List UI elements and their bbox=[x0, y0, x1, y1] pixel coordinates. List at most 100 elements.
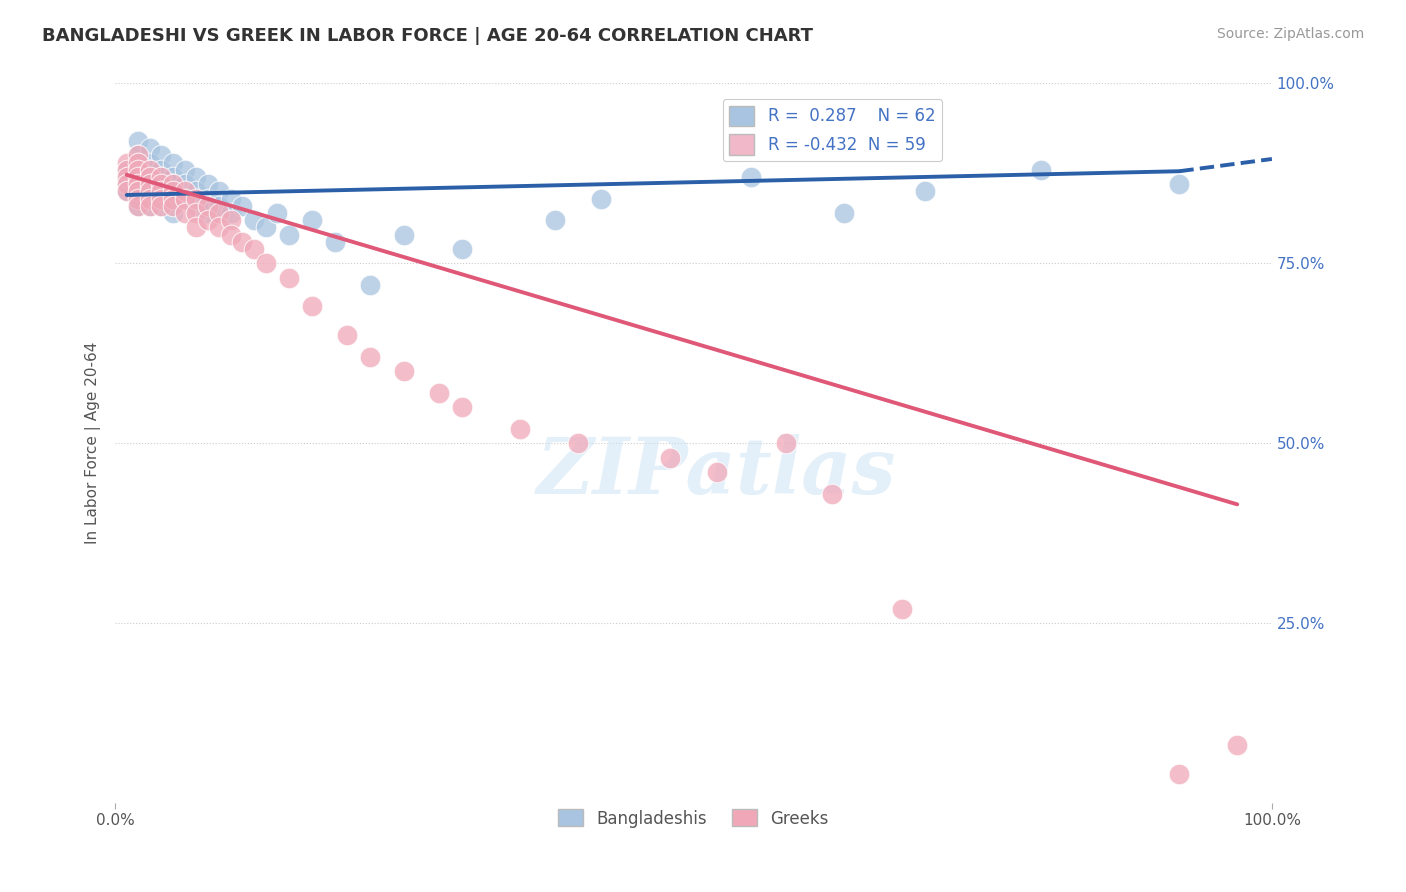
Point bbox=[277, 227, 299, 242]
Point bbox=[127, 192, 149, 206]
Point bbox=[173, 192, 195, 206]
Point bbox=[115, 177, 138, 191]
Point bbox=[150, 148, 173, 162]
Point bbox=[186, 185, 208, 199]
Point bbox=[150, 199, 173, 213]
Point bbox=[740, 169, 762, 184]
Point bbox=[127, 199, 149, 213]
Point bbox=[451, 401, 474, 415]
Point bbox=[127, 162, 149, 177]
Point bbox=[139, 141, 162, 155]
Point bbox=[150, 162, 173, 177]
Point bbox=[127, 169, 149, 184]
Point bbox=[914, 185, 936, 199]
Point bbox=[127, 155, 149, 169]
Point bbox=[127, 192, 149, 206]
Point bbox=[243, 213, 266, 227]
Point bbox=[139, 199, 162, 213]
Point bbox=[775, 436, 797, 450]
Point bbox=[139, 185, 162, 199]
Point bbox=[1029, 162, 1052, 177]
Point bbox=[127, 177, 149, 191]
Point bbox=[219, 206, 242, 220]
Text: BANGLADESHI VS GREEK IN LABOR FORCE | AGE 20-64 CORRELATION CHART: BANGLADESHI VS GREEK IN LABOR FORCE | AG… bbox=[42, 27, 813, 45]
Point bbox=[162, 169, 184, 184]
Point bbox=[150, 199, 173, 213]
Point bbox=[173, 185, 195, 199]
Point bbox=[208, 199, 231, 213]
Point bbox=[186, 192, 208, 206]
Point bbox=[127, 177, 149, 191]
Point bbox=[589, 192, 612, 206]
Point bbox=[186, 169, 208, 184]
Point bbox=[186, 199, 208, 213]
Point bbox=[427, 385, 450, 400]
Point bbox=[266, 206, 288, 220]
Point bbox=[115, 155, 138, 169]
Point bbox=[208, 206, 231, 220]
Point bbox=[301, 300, 323, 314]
Point bbox=[197, 192, 219, 206]
Point bbox=[277, 270, 299, 285]
Point bbox=[254, 256, 277, 270]
Point bbox=[127, 169, 149, 184]
Point bbox=[659, 450, 682, 465]
Point bbox=[243, 242, 266, 256]
Point bbox=[323, 235, 346, 249]
Point bbox=[1168, 767, 1191, 781]
Point bbox=[208, 185, 231, 199]
Point bbox=[173, 192, 195, 206]
Point bbox=[219, 213, 242, 227]
Point bbox=[115, 162, 138, 177]
Point bbox=[832, 206, 855, 220]
Point bbox=[150, 192, 173, 206]
Point bbox=[150, 177, 173, 191]
Point bbox=[219, 227, 242, 242]
Point bbox=[335, 328, 357, 343]
Point bbox=[127, 148, 149, 162]
Point bbox=[115, 169, 138, 184]
Point bbox=[186, 220, 208, 235]
Point bbox=[219, 192, 242, 206]
Point bbox=[301, 213, 323, 227]
Legend: Bangladeshis, Greeks: Bangladeshis, Greeks bbox=[551, 803, 835, 834]
Point bbox=[394, 364, 416, 378]
Point bbox=[162, 177, 184, 191]
Point bbox=[162, 185, 184, 199]
Point bbox=[359, 277, 381, 292]
Point bbox=[150, 169, 173, 184]
Point bbox=[197, 199, 219, 213]
Point bbox=[821, 486, 844, 500]
Point bbox=[162, 199, 184, 213]
Point bbox=[186, 206, 208, 220]
Point bbox=[150, 185, 173, 199]
Point bbox=[127, 199, 149, 213]
Point bbox=[162, 155, 184, 169]
Point bbox=[127, 162, 149, 177]
Point bbox=[1226, 739, 1249, 753]
Point bbox=[162, 206, 184, 220]
Point bbox=[359, 350, 381, 364]
Point bbox=[127, 148, 149, 162]
Point bbox=[139, 162, 162, 177]
Point bbox=[115, 177, 138, 191]
Point bbox=[139, 155, 162, 169]
Point bbox=[115, 185, 138, 199]
Point bbox=[127, 134, 149, 148]
Point bbox=[162, 192, 184, 206]
Point bbox=[139, 169, 162, 184]
Point bbox=[173, 162, 195, 177]
Point bbox=[127, 185, 149, 199]
Point bbox=[139, 169, 162, 184]
Point bbox=[197, 213, 219, 227]
Point bbox=[127, 185, 149, 199]
Point bbox=[127, 155, 149, 169]
Point bbox=[115, 162, 138, 177]
Point bbox=[150, 177, 173, 191]
Point bbox=[254, 220, 277, 235]
Point bbox=[162, 177, 184, 191]
Point bbox=[231, 199, 253, 213]
Point bbox=[451, 242, 474, 256]
Point bbox=[150, 169, 173, 184]
Point bbox=[139, 177, 162, 191]
